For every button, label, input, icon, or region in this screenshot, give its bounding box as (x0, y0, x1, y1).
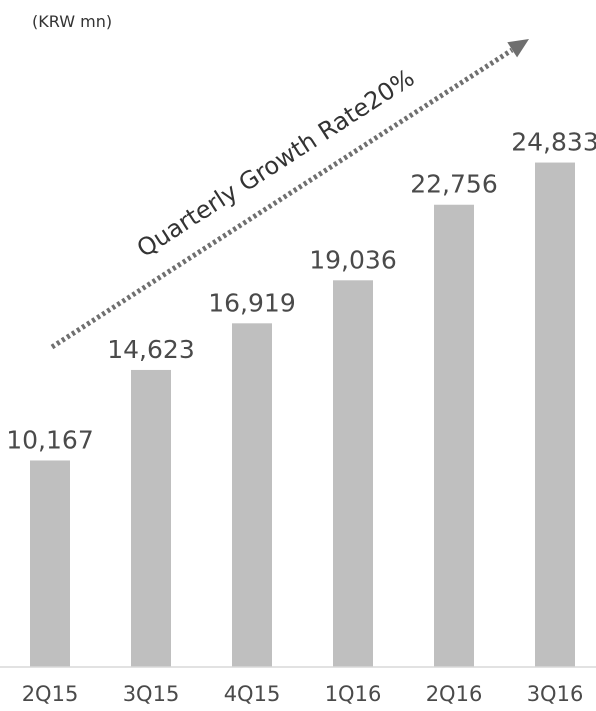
data-label-3Q16: 24,833 (511, 128, 596, 157)
bar-2Q16 (434, 204, 474, 668)
data-label-3Q15: 14,623 (107, 335, 194, 364)
data-label-1Q16: 19,036 (309, 245, 396, 274)
growth-trend-label: Quarterly Growth Rate20% (132, 64, 419, 263)
growth-trend-dotted-line (50, 47, 514, 350)
x-tick-label-3Q15: 3Q15 (123, 682, 180, 706)
bar-3Q15 (131, 369, 171, 667)
labels-layer: 10,167 2Q15 14,623 3Q15 16,919 4Q15 19,036 1Q16… (6, 128, 596, 706)
x-tick-label-2Q16: 2Q16 (426, 682, 483, 706)
bars-layer (30, 162, 575, 668)
data-label-2Q15: 10,167 (6, 425, 93, 454)
growth-trend-arrow-head (507, 39, 529, 58)
x-tick-label-4Q15: 4Q15 (224, 682, 281, 706)
bar-3Q16 (535, 162, 575, 667)
x-tick-label-2Q15: 2Q15 (22, 682, 79, 706)
bar-4Q15 (232, 323, 272, 667)
x-tick-label-3Q16: 3Q16 (527, 682, 584, 706)
unit-label: (KRW mn) (32, 12, 112, 31)
data-label-2Q16: 22,756 (410, 170, 497, 199)
data-label-4Q15: 16,919 (208, 288, 295, 317)
bar-1Q16 (333, 280, 373, 667)
bar-2Q15 (30, 460, 70, 667)
x-tick-label-1Q16: 1Q16 (325, 682, 382, 706)
